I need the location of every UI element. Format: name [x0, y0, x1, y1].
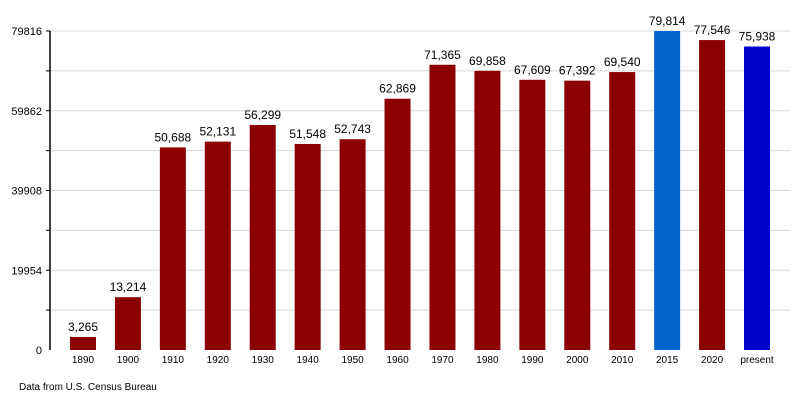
bar: [654, 31, 681, 350]
x-tick-label: 2000: [566, 355, 589, 366]
data-label: 3,265: [68, 320, 98, 334]
y-tick-label: 19954: [11, 265, 42, 277]
data-label: 52,131: [199, 125, 236, 139]
x-tick-label: 1910: [162, 355, 185, 366]
x-tick-label: 2020: [701, 355, 724, 366]
x-tick-label: 2010: [611, 355, 634, 366]
x-tick-label: 1940: [297, 355, 320, 366]
x-tick-label: 1890: [72, 355, 95, 366]
y-tick-label: 59862: [11, 106, 42, 118]
data-label: 77,546: [694, 23, 731, 37]
data-label: 69,858: [469, 54, 506, 68]
x-tick-label: 1900: [117, 355, 140, 366]
x-tick-label: 1980: [476, 355, 499, 366]
bar: [294, 143, 321, 350]
data-label: 52,743: [334, 122, 371, 136]
y-tick-label: 39908: [11, 186, 42, 198]
bar: [474, 70, 501, 350]
data-label: 62,869: [379, 82, 416, 96]
bar: [204, 141, 231, 350]
x-tick-label: 1950: [341, 355, 364, 366]
data-label: 56,299: [244, 108, 281, 122]
data-label: 50,688: [155, 130, 192, 144]
x-tick-label: 1970: [431, 355, 454, 366]
bar: [249, 124, 276, 351]
bar: [339, 139, 366, 350]
bar: [564, 80, 591, 350]
bar: [519, 79, 546, 350]
bar: [699, 40, 726, 351]
data-label: 69,540: [604, 55, 641, 69]
data-label: 75,938: [739, 29, 776, 43]
data-label: 71,365: [424, 48, 461, 62]
bar: [609, 72, 636, 350]
x-tick-label: 2015: [656, 355, 679, 366]
bar: [429, 64, 456, 350]
x-tick-label: 1960: [386, 355, 409, 366]
bar: [114, 297, 141, 350]
bar: [70, 336, 96, 350]
y-tick-label: 0: [36, 345, 42, 357]
x-tick-label: 1930: [252, 355, 275, 366]
x-tick-label: 1920: [207, 355, 230, 366]
x-tick-label: 1990: [521, 355, 544, 366]
data-label: 79,814: [649, 14, 686, 28]
bar: [384, 98, 411, 350]
source-note: Data from U.S. Census Bureau: [19, 382, 157, 393]
data-label: 67,392: [559, 64, 596, 78]
data-label: 51,548: [289, 127, 326, 141]
y-tick-label: 79816: [11, 26, 42, 38]
data-label: 67,609: [514, 63, 551, 77]
data-label: 13,214: [110, 280, 147, 294]
x-tick-label: present: [740, 355, 774, 366]
bar: [744, 46, 770, 350]
bar: [159, 147, 186, 350]
